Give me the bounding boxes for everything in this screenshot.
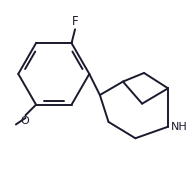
Text: O: O — [20, 116, 29, 126]
Text: F: F — [72, 15, 78, 28]
Text: NH: NH — [171, 122, 188, 132]
